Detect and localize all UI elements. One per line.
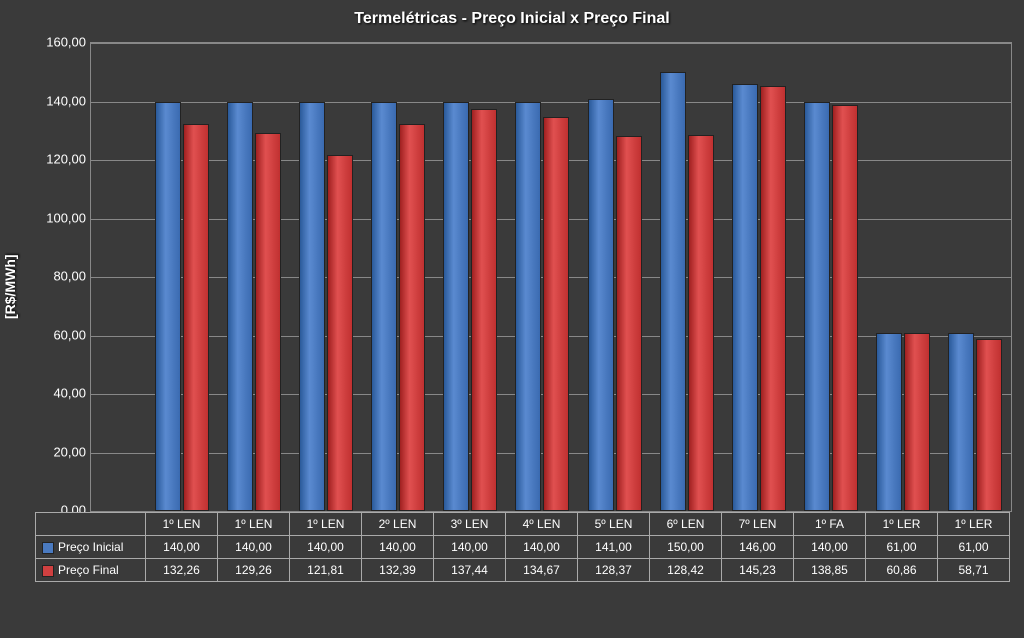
category-label: 1º FA [794,513,866,536]
bar-preco-final [183,124,209,511]
table-cell: 137,44 [434,559,506,582]
table-cell: 150,00 [650,536,722,559]
category-label: 7º LEN [722,513,794,536]
table-cell: 61,00 [938,536,1010,559]
table-cell: 60,86 [866,559,938,582]
bar-preco-inicial [948,333,974,511]
bar-preco-final [616,136,642,511]
table-cell: 134,67 [506,559,578,582]
category-label: 1º LEN [218,513,290,536]
y-tick-label: 60,00 [26,327,86,342]
category-label: 1º LER [938,513,1010,536]
bar-preco-inicial [732,84,758,511]
y-tick-label: 160,00 [26,35,86,50]
category-label: 1º LEN [146,513,218,536]
bar-preco-inicial [299,102,325,512]
table-cell: 140,00 [506,536,578,559]
table-cell: 128,37 [578,559,650,582]
bar-preco-inicial [371,102,397,512]
category-label: 4º LEN [506,513,578,536]
y-tick-label: 120,00 [26,152,86,167]
plot-area [90,42,1012,512]
bar-preco-inicial [876,333,902,511]
legend-swatch-final-icon [42,565,54,577]
table-corner [36,513,146,536]
bar-preco-final [760,86,786,511]
bar-preco-inicial [443,102,469,512]
legend-swatch-inicial-icon [42,542,54,554]
bar-preco-inicial [660,72,686,511]
chart-title: Termelétricas - Preço Inicial x Preço Fi… [0,0,1024,28]
bars-layer [91,43,1011,511]
category-label: 1º LEN [290,513,362,536]
bar-preco-final [688,135,714,511]
chart-container: Termelétricas - Preço Inicial x Preço Fi… [0,0,1024,638]
category-label: 2º LEN [362,513,434,536]
category-label: 5º LEN [578,513,650,536]
series-name: Preço Final [58,563,119,577]
row-header-final: Preço Final [36,559,146,582]
category-label: 3º LEN [434,513,506,536]
bar-preco-inicial [155,102,181,512]
bar-preco-final [832,105,858,511]
table-cell: 61,00 [866,536,938,559]
y-tick-label: 20,00 [26,444,86,459]
bar-preco-final [904,333,930,511]
table-cell: 140,00 [218,536,290,559]
category-label: 6º LEN [650,513,722,536]
table-cell: 140,00 [434,536,506,559]
row-header-inicial: Preço Inicial [36,536,146,559]
table-cell: 128,42 [650,559,722,582]
series-name: Preço Inicial [58,540,123,554]
table-cell: 140,00 [290,536,362,559]
bar-preco-final [471,109,497,511]
table-cell: 146,00 [722,536,794,559]
bar-preco-final [543,117,569,511]
table-cell: 140,00 [362,536,434,559]
bar-preco-inicial [588,99,614,511]
y-axis-label: [R$/MWh] [2,254,18,319]
bar-preco-final [399,124,425,511]
table-cell: 140,00 [146,536,218,559]
data-table: 1º LEN1º LEN1º LEN2º LEN3º LEN4º LEN5º L… [35,512,1010,582]
bar-preco-inicial [515,102,541,512]
table-cell: 132,26 [146,559,218,582]
y-tick-label: 100,00 [26,210,86,225]
bar-preco-inicial [804,102,830,512]
category-label: 1º LER [866,513,938,536]
table-cell: 138,85 [794,559,866,582]
bar-preco-inicial [227,102,253,512]
table-cell: 58,71 [938,559,1010,582]
table-cell: 121,81 [290,559,362,582]
table-cell: 140,00 [794,536,866,559]
bar-preco-final [327,155,353,511]
bar-preco-final [976,339,1002,511]
bar-preco-final [255,133,281,511]
table-cell: 132,39 [362,559,434,582]
y-tick-label: 40,00 [26,386,86,401]
y-tick-label: 80,00 [26,269,86,284]
table-cell: 145,23 [722,559,794,582]
table-cell: 129,26 [218,559,290,582]
y-tick-label: 140,00 [26,93,86,108]
table-cell: 141,00 [578,536,650,559]
